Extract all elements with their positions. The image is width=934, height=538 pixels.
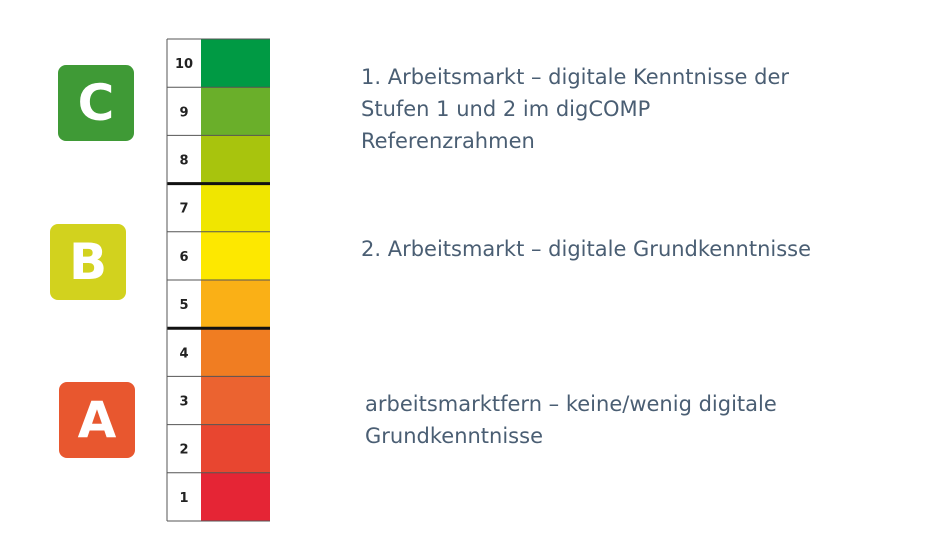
category-badge-a: A: [59, 382, 135, 458]
level-bar-2: [201, 424, 270, 474]
category-badge-b: B: [50, 224, 126, 300]
level-label-1: 1: [179, 491, 188, 506]
description-line: 1. Arbeitsmarkt – digitale Kenntnisse de…: [361, 65, 790, 89]
level-label-6: 6: [179, 250, 188, 265]
level-label-10: 10: [175, 57, 193, 72]
level-label-4: 4: [179, 346, 188, 361]
level-bar-8: [201, 135, 270, 185]
level-label-5: 5: [179, 298, 188, 313]
level-bar-6: [201, 231, 270, 281]
level-bar-3: [201, 376, 270, 426]
description-line: Referenzrahmen: [361, 129, 535, 153]
description-line: arbeitsmarktfern – keine/wenig digitale: [365, 392, 777, 416]
category-description-a: arbeitsmarktfern – keine/wenig digitale …: [365, 388, 777, 452]
category-description-b: 2. Arbeitsmarkt – digitale Grundkenntnis…: [361, 233, 811, 265]
level-label-8: 8: [179, 154, 188, 169]
category-badge-c: C: [58, 65, 134, 141]
level-bar-9: [201, 87, 270, 136]
level-label-2: 2: [179, 443, 188, 458]
description-line: Grundkenntnisse: [365, 424, 543, 448]
category-description-c: 1. Arbeitsmarkt – digitale Kenntnisse de…: [361, 61, 789, 157]
level-bar-10: [201, 39, 270, 88]
level-bar-1: [201, 472, 270, 522]
level-bar-7: [201, 183, 270, 233]
description-line: 2. Arbeitsmarkt – digitale Grundkenntnis…: [361, 237, 812, 261]
description-line: Stufen 1 und 2 im digCOMP: [361, 97, 651, 121]
level-label-3: 3: [179, 395, 188, 410]
level-bar-4: [201, 328, 270, 377]
level-label-7: 7: [179, 202, 188, 217]
level-label-9: 9: [179, 105, 188, 120]
level-bar-5: [201, 280, 270, 329]
